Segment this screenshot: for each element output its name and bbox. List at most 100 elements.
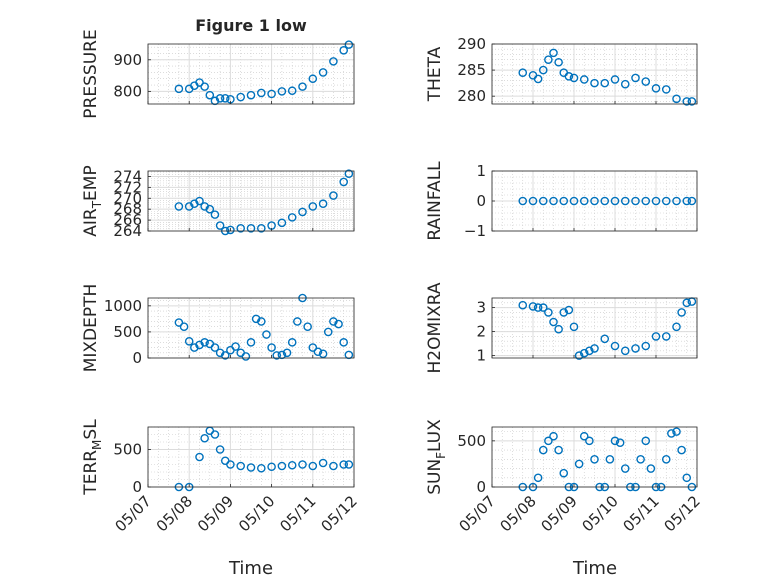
data-point — [220, 94, 230, 103]
data-point — [246, 90, 256, 100]
x-tick-label: 05/10 — [579, 492, 622, 535]
data-point — [256, 463, 266, 473]
data-point — [184, 337, 194, 346]
y-tick-label: 274 — [113, 167, 142, 185]
data-point — [298, 82, 307, 91]
data-point — [579, 348, 589, 358]
data-point — [339, 338, 349, 347]
data-point — [318, 349, 328, 359]
data-point — [246, 463, 256, 472]
data-point — [226, 225, 235, 235]
data-point — [267, 343, 276, 352]
data-point — [329, 461, 338, 471]
data-point — [256, 223, 266, 233]
figure-title: Figure 1 low — [195, 16, 307, 35]
data-point — [590, 344, 599, 353]
data-point — [538, 445, 548, 455]
data-point — [215, 94, 225, 103]
y-axis-label: MIXDEPTH — [81, 284, 101, 373]
y-tick-label: 0 — [132, 478, 142, 496]
data-point — [344, 169, 354, 179]
data-point — [277, 461, 287, 471]
axes-box — [491, 297, 698, 359]
x-tick-label: 05/08 — [153, 492, 196, 535]
data-point — [195, 452, 204, 462]
data-point — [564, 72, 574, 81]
y-tick-label: 266 — [113, 211, 142, 229]
data-point — [533, 473, 543, 483]
y-tick-label: 1 — [476, 162, 486, 180]
data-point — [672, 322, 681, 332]
data-point — [585, 346, 594, 356]
data-point — [574, 459, 584, 469]
data-point — [344, 40, 354, 49]
data-point — [600, 78, 610, 88]
data-point — [277, 350, 287, 360]
data-point — [615, 438, 625, 447]
data-point — [559, 196, 569, 206]
data-point — [538, 303, 548, 312]
data-point — [179, 322, 189, 331]
axes-box — [147, 170, 355, 232]
data-point — [682, 97, 692, 106]
data-point — [533, 74, 543, 84]
y-axis-label: H2OMIXRA — [425, 282, 445, 373]
data-point — [538, 196, 548, 206]
data-point — [641, 341, 651, 351]
data-point — [549, 48, 558, 58]
data-point — [344, 460, 354, 469]
data-point — [544, 55, 553, 64]
data-point — [339, 177, 349, 187]
data-point — [210, 96, 220, 106]
data-point — [303, 322, 312, 331]
data-point — [579, 431, 589, 441]
data-point — [334, 319, 343, 329]
data-point — [528, 302, 538, 311]
y-tick-label: 0 — [132, 349, 142, 367]
data-point — [554, 445, 563, 455]
data-point — [651, 332, 661, 341]
data-point — [282, 348, 292, 358]
y-tick-label: 0 — [476, 192, 486, 210]
x-tick-label: 05/08 — [497, 492, 540, 535]
data-point — [277, 87, 287, 96]
x-axis-label-right: Time — [572, 558, 617, 579]
data-point — [610, 341, 620, 351]
data-point — [339, 460, 349, 469]
data-point — [631, 196, 640, 206]
data-point — [600, 196, 610, 206]
data-point — [636, 455, 645, 464]
y-tick-label: 264 — [113, 222, 142, 240]
data-point — [236, 223, 245, 233]
data-point — [267, 462, 276, 472]
y-tick-label: 290 — [457, 35, 486, 53]
data-point — [590, 455, 599, 464]
subplot-h2omixra: 1 2 3 H2OMIXRA — [425, 282, 698, 374]
data-point — [344, 350, 354, 360]
data-point — [549, 317, 558, 327]
data-point — [661, 85, 671, 94]
data-point — [518, 300, 528, 310]
data-point — [610, 196, 620, 206]
data-point — [538, 65, 548, 75]
data-point — [308, 461, 318, 471]
data-point — [672, 196, 681, 206]
data-point — [318, 68, 328, 77]
subplot-pressure: 800 900 PRESSURE — [81, 29, 355, 119]
y-tick-label: 280 — [457, 87, 486, 105]
data-point — [559, 308, 569, 317]
data-point — [569, 196, 579, 206]
data-point — [293, 317, 302, 326]
data-point — [308, 74, 318, 84]
data-point — [313, 347, 323, 357]
data-point — [533, 303, 543, 312]
data-point — [518, 196, 528, 206]
data-point — [298, 207, 307, 217]
data-point — [620, 464, 630, 473]
data-point — [574, 351, 584, 360]
y-tick-label: 1000 — [104, 297, 142, 315]
y-tick-label: 272 — [113, 178, 142, 196]
data-point — [544, 308, 553, 317]
